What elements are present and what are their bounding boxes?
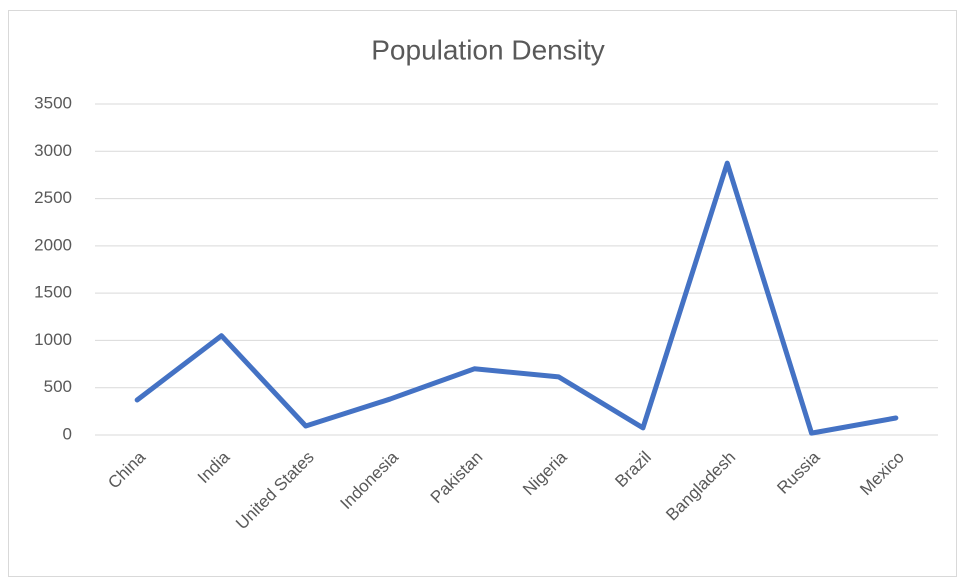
- y-tick-label: 500: [44, 377, 72, 396]
- y-tick-label: 3500: [34, 93, 72, 112]
- y-tick-label: 1500: [34, 283, 72, 302]
- y-tick-label: 0: [63, 424, 72, 443]
- y-tick-label: 2500: [34, 188, 72, 207]
- y-tick-label: 1000: [34, 330, 72, 349]
- chart-title: Population Density: [371, 34, 604, 65]
- y-tick-label: 3000: [34, 141, 72, 160]
- y-tick-label: 2000: [34, 235, 72, 254]
- line-series: [134, 160, 899, 436]
